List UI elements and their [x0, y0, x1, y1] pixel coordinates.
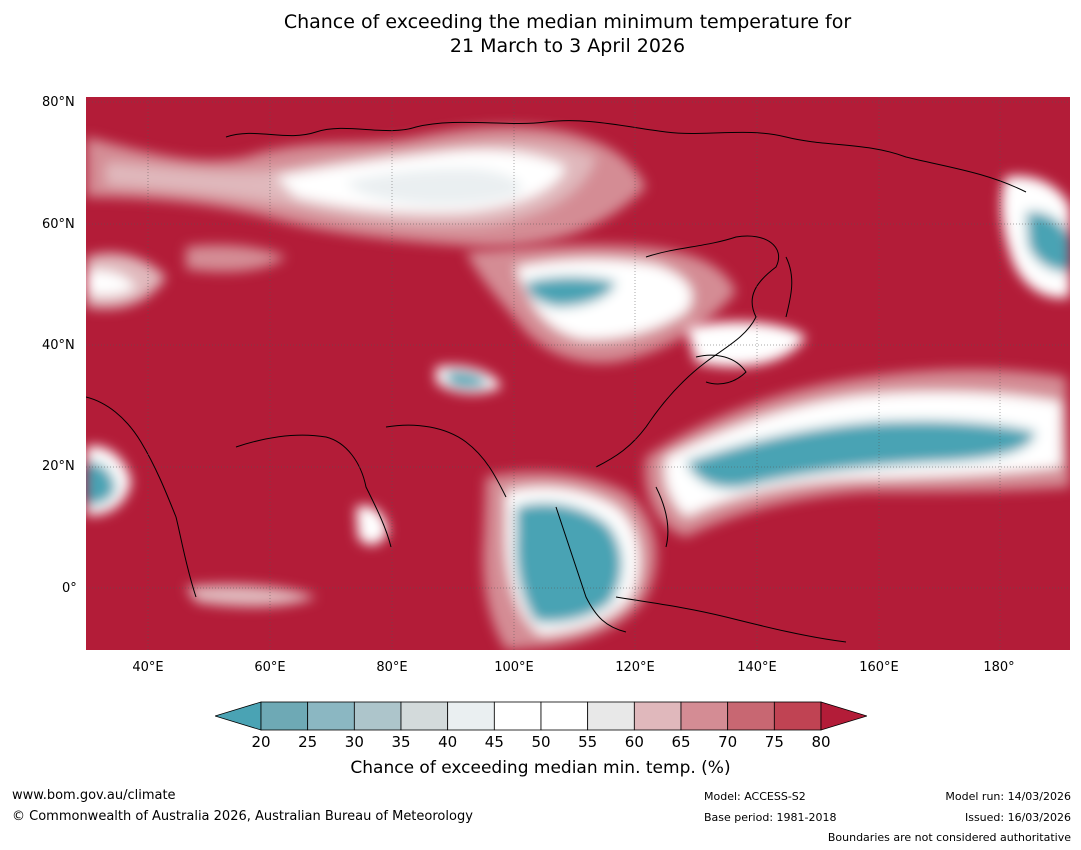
lat-label-40n: 40°N	[42, 338, 75, 353]
coastlines	[86, 120, 1027, 643]
colorbar-tick-label: 55	[578, 733, 598, 751]
lat-label-20n: 20°N	[42, 459, 75, 474]
colorbar-segment	[307, 701, 355, 731]
colorbar-tick-label: 30	[344, 733, 364, 751]
lon-label-140e: 140°E	[737, 660, 777, 675]
colorbar-segment	[540, 701, 589, 731]
graticule	[86, 97, 1070, 650]
footer-base-period: Base period: 1981-2018	[704, 811, 837, 824]
lon-label-60e: 60°E	[254, 660, 286, 675]
lat-label-0: 0°	[62, 581, 77, 596]
colorbar-tick-label: 70	[718, 733, 738, 751]
colorbar-segment	[400, 701, 449, 731]
colorbar-segment	[587, 701, 635, 731]
colorbar-segment	[353, 701, 402, 731]
colorbar-tick-label: 75	[764, 733, 784, 751]
colorbar-segment	[260, 701, 309, 731]
lat-label-60n: 60°N	[42, 217, 75, 232]
footer-issued: Issued: 16/03/2026	[964, 811, 1071, 824]
title-line-2: 21 March to 3 April 2026	[449, 35, 686, 57]
colorbar-tick-label: 65	[671, 733, 691, 751]
maritime-band	[86, 446, 657, 650]
footer-model-run: Model run: 14/03/2026	[945, 790, 1071, 803]
lon-label-160e: 160°E	[859, 660, 899, 675]
colorbar-label: Chance of exceeding median min. temp. (%…	[350, 758, 731, 778]
lon-label-180: 180°	[983, 660, 1015, 675]
northern-band	[86, 126, 646, 272]
colorbar-tick-label: 80	[811, 733, 831, 751]
colorbar	[215, 701, 867, 731]
colorbar-segment	[773, 701, 822, 731]
colorbar-segment	[727, 701, 775, 731]
title-line-1: Chance of exceeding the median minimum t…	[283, 11, 852, 33]
colorbar-tick-label: 35	[391, 733, 411, 751]
footer-model: Model: ACCESS-S2	[704, 790, 806, 803]
footer-boundaries: Boundaries are not considered authoritat…	[827, 831, 1071, 844]
lon-label-120e: 120°E	[615, 660, 655, 675]
lat-label-80n: 80°N	[42, 95, 75, 110]
colorbar-tick-label: 20	[251, 733, 271, 751]
colorbar-extend-low	[215, 701, 262, 731]
colorbar-segment	[447, 701, 495, 731]
lon-label-40e: 40°E	[132, 660, 164, 675]
footer-copyright: © Commonwealth of Australia 2026, Austra…	[12, 809, 473, 824]
lon-label-80e: 80°E	[376, 660, 408, 675]
colorbar-segment	[680, 701, 729, 731]
colorbar-tick-label: 25	[298, 733, 318, 751]
lon-label-100e: 100°E	[494, 660, 534, 675]
colorbar-tick-label: 40	[438, 733, 458, 751]
colorbar-tick-label: 45	[484, 733, 504, 751]
map-title: Chance of exceeding the median minimum t…	[0, 10, 1081, 58]
colorbar-segment	[493, 701, 542, 731]
footer-url[interactable]: www.bom.gov.au/climate	[12, 788, 176, 803]
colorbar-tick-label: 50	[531, 733, 551, 751]
colorbar-segment	[633, 701, 682, 731]
colorbar-tick-label: 60	[624, 733, 644, 751]
central-asia-band	[86, 244, 736, 394]
colorbar-extend-high	[820, 701, 867, 731]
pacific-band	[645, 176, 1070, 537]
probability-map	[86, 97, 1070, 650]
